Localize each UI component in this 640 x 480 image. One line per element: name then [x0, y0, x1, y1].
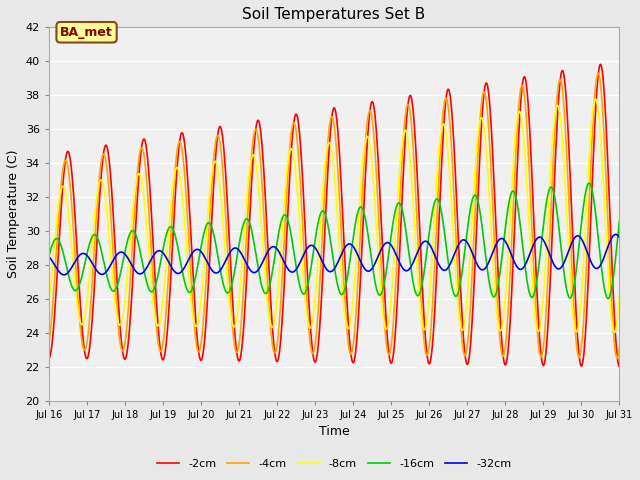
- -8cm: [289, 150, 297, 156]
- -16cm: [316, 213, 324, 218]
- -2cm: [45, 355, 52, 361]
- -2cm: [460, 333, 467, 339]
- -32cm: [316, 254, 324, 260]
- -2cm: [598, 67, 606, 72]
- Legend: -2cm, -4cm, -8cm, -16cm, -32cm: -2cm, -4cm, -8cm, -16cm, -32cm: [152, 455, 516, 474]
- -16cm: [585, 180, 593, 186]
- -4cm: [289, 121, 297, 127]
- -32cm: [285, 267, 292, 273]
- -8cm: [570, 316, 577, 322]
- -32cm: [570, 237, 577, 242]
- -8cm: [45, 300, 52, 306]
- -4cm: [598, 98, 606, 104]
- -16cm: [570, 286, 577, 292]
- -2cm: [285, 196, 292, 202]
- -32cm: [616, 235, 623, 240]
- -4cm: [570, 299, 577, 304]
- -16cm: [285, 219, 292, 225]
- -32cm: [598, 259, 606, 265]
- -32cm: [60, 272, 68, 278]
- -2cm: [570, 253, 577, 259]
- -4cm: [613, 355, 621, 361]
- -32cm: [45, 254, 52, 260]
- -4cm: [45, 340, 52, 346]
- Title: Soil Temperatures Set B: Soil Temperatures Set B: [243, 7, 426, 22]
- -4cm: [616, 345, 623, 351]
- Text: BA_met: BA_met: [60, 26, 113, 39]
- -16cm: [616, 218, 623, 224]
- Y-axis label: Soil Temperature (C): Soil Temperature (C): [7, 150, 20, 278]
- -4cm: [595, 70, 602, 76]
- -8cm: [598, 157, 606, 163]
- -4cm: [460, 348, 467, 354]
- -4cm: [316, 279, 324, 285]
- -32cm: [612, 231, 620, 237]
- -8cm: [285, 155, 292, 160]
- -32cm: [460, 237, 467, 243]
- Line: -2cm: -2cm: [49, 64, 620, 367]
- -2cm: [596, 61, 604, 67]
- -4cm: [285, 162, 292, 168]
- -8cm: [460, 326, 467, 332]
- -16cm: [604, 296, 612, 301]
- -8cm: [616, 292, 623, 298]
- Line: -16cm: -16cm: [49, 183, 620, 299]
- -8cm: [591, 96, 599, 102]
- -32cm: [289, 269, 297, 275]
- X-axis label: Time: Time: [319, 425, 349, 438]
- -16cm: [598, 269, 606, 275]
- Line: -4cm: -4cm: [49, 73, 620, 358]
- -8cm: [611, 330, 618, 336]
- -2cm: [289, 126, 297, 132]
- -8cm: [316, 229, 324, 235]
- -2cm: [316, 322, 324, 327]
- -16cm: [289, 244, 297, 250]
- Line: -32cm: -32cm: [49, 234, 620, 275]
- -16cm: [45, 254, 52, 260]
- -2cm: [616, 364, 623, 370]
- -16cm: [460, 260, 467, 266]
- Line: -8cm: -8cm: [49, 99, 620, 333]
